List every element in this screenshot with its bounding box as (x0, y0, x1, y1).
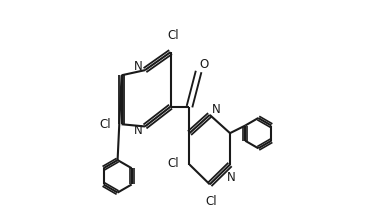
Text: N: N (134, 124, 143, 137)
Text: Cl: Cl (167, 29, 179, 42)
Text: N: N (212, 103, 221, 116)
Text: O: O (199, 58, 208, 71)
Text: N: N (134, 60, 143, 73)
Text: N: N (227, 171, 236, 184)
Text: Cl: Cl (206, 195, 217, 208)
Text: Cl: Cl (167, 157, 179, 170)
Text: Cl: Cl (99, 118, 111, 131)
